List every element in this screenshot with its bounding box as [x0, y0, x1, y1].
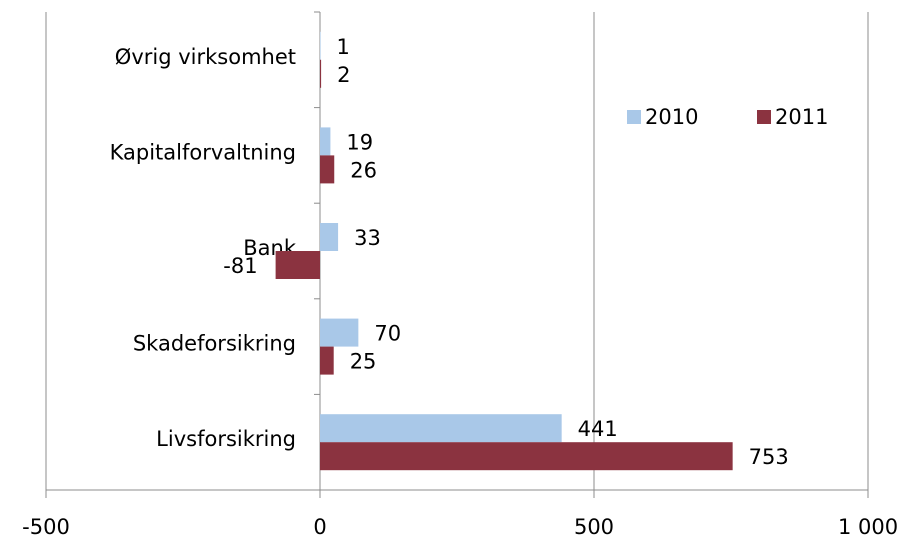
- legend-label: 2010: [645, 105, 698, 129]
- bar: [320, 223, 339, 251]
- legend-label: 2011: [775, 105, 828, 129]
- bar: [320, 318, 359, 347]
- data-label: 33: [354, 226, 381, 250]
- data-label: 25: [350, 350, 377, 374]
- x-tick-label: -500: [22, 515, 70, 539]
- data-label: 1: [337, 35, 350, 59]
- legend-swatch: [627, 110, 641, 124]
- bar: [320, 442, 733, 471]
- data-label: -81: [223, 254, 257, 278]
- y-tick-label: Livsforsikring: [156, 427, 296, 451]
- bar: [320, 31, 321, 60]
- bar: [320, 59, 322, 88]
- data-label: 2: [337, 63, 350, 87]
- data-label: 70: [374, 322, 401, 346]
- data-label: 441: [578, 417, 618, 441]
- y-tick-label: Øvrig virksomhet: [115, 45, 296, 69]
- bar: [320, 155, 335, 184]
- bar: [275, 251, 320, 279]
- legend-swatch: [757, 110, 771, 124]
- bar: [320, 414, 562, 443]
- data-label: 19: [346, 130, 373, 154]
- bar: [320, 127, 331, 156]
- x-tick-label: 500: [574, 515, 614, 539]
- y-tick-label: Skadeforsikring: [133, 332, 296, 356]
- x-tick-label: 1 000: [838, 515, 898, 539]
- bar: [320, 346, 334, 375]
- data-label: 26: [350, 158, 377, 182]
- x-tick-label: 0: [313, 515, 326, 539]
- y-tick-label: Kapitalforvaltning: [110, 140, 296, 164]
- data-label: 753: [749, 445, 789, 469]
